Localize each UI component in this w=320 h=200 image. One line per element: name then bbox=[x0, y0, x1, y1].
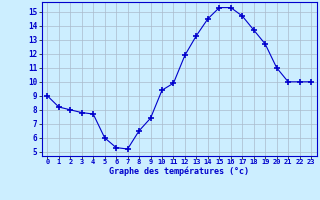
X-axis label: Graphe des températures (°c): Graphe des températures (°c) bbox=[109, 166, 249, 176]
